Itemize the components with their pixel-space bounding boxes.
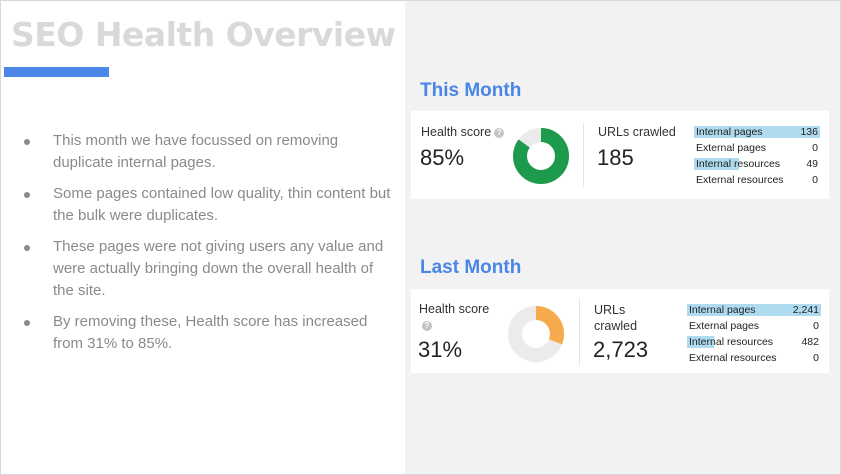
- breakdown-row: External resources 0: [694, 172, 820, 188]
- breakdown-row: Internal pages 136: [694, 124, 820, 140]
- breakdown-bar: [687, 304, 821, 316]
- crawl-breakdown: Internal pages 2,241 External pages 0 Intern…: [687, 302, 821, 366]
- breakdown-name: External pages: [696, 142, 767, 154]
- slide-title: SEO Health Overview: [11, 15, 396, 54]
- breakdown-name: Internal resources: [696, 158, 781, 170]
- bullet-item: Some pages contained low quality, thin c…: [22, 183, 392, 227]
- bullet-item: These pages were not giving users any va…: [22, 236, 392, 302]
- left-panel: [1, 1, 405, 474]
- breakdown-row: External resources 0: [687, 350, 821, 366]
- bullet-text: Some pages contained low quality, thin c…: [53, 185, 391, 224]
- breakdown-name: Internal pages: [689, 304, 756, 316]
- urls-crawled-label-line1: URLs: [594, 303, 626, 317]
- help-icon[interactable]: ?: [494, 128, 505, 138]
- breakdown-value: 0: [812, 142, 818, 154]
- breakdown-name: External pages: [689, 320, 760, 332]
- breakdown-value: 49: [806, 158, 818, 170]
- bullet-item: This month we have focussed on removing …: [22, 130, 392, 174]
- crawl-breakdown: Internal pages 136 External pages 0 Internal…: [694, 124, 820, 188]
- health-donut-this-month: [513, 128, 569, 184]
- breakdown-value: 2,241: [792, 304, 819, 316]
- health-score-value: 85%: [420, 145, 465, 170]
- bullet-dot: [24, 320, 30, 326]
- breakdown-row: Internal pages 2,241: [687, 302, 821, 318]
- breakdown-row: External pages 0: [687, 318, 821, 334]
- health-score-label-text: Health score: [419, 302, 490, 316]
- last-month-card: Health score ? 31% URLs crawled 2,723 In…: [411, 289, 829, 373]
- donut-arc: [508, 306, 564, 362]
- help-icon[interactable]: ?: [422, 321, 432, 331]
- last-month-heading: Last Month: [420, 257, 522, 278]
- urls-crawled-label: URLs crawled: [594, 302, 637, 334]
- breakdown-bar: [694, 158, 740, 170]
- bullet-dot: [24, 192, 30, 198]
- breakdown-row: External pages 0: [694, 140, 820, 156]
- right-panel: [405, 1, 840, 474]
- breakdown-value: 136: [800, 126, 818, 138]
- health-score-label: Health score?: [421, 125, 505, 139]
- breakdown-value: 0: [812, 174, 818, 186]
- bullet-dot: [24, 139, 30, 145]
- breakdown-name: External resources: [689, 352, 777, 364]
- donut-arc: [513, 128, 569, 184]
- this-month-heading: This Month: [420, 80, 522, 101]
- card-divider: [579, 299, 580, 365]
- bullet-list: This month we have focussed on removing …: [22, 130, 392, 364]
- breakdown-row: Internal resources 49: [694, 156, 820, 172]
- this-month-card: Health score? 85% URLs crawled 185 Inter…: [411, 111, 829, 199]
- breakdown-value: 0: [813, 352, 819, 364]
- breakdown-name: Internal resources: [689, 336, 774, 348]
- title-underline: [4, 67, 109, 77]
- bullet-text: These pages were not giving users any va…: [53, 238, 384, 299]
- urls-crawled-value: 2,723: [593, 337, 649, 362]
- urls-crawled-label: URLs crawled: [598, 125, 676, 139]
- breakdown-row: Internal resources 482: [687, 334, 821, 350]
- breakdown-bar: [694, 126, 820, 138]
- health-donut-last-month: [508, 306, 564, 362]
- bullet-dot: [24, 245, 30, 251]
- urls-crawled-value: 185: [597, 145, 634, 170]
- health-score-help[interactable]: ?: [419, 318, 432, 332]
- bullet-text: By removing these, Health score has incr…: [53, 313, 368, 352]
- bullet-text: This month we have focussed on removing …: [53, 132, 339, 171]
- card-divider: [583, 123, 584, 187]
- health-score-label-text: Health score: [421, 125, 492, 139]
- breakdown-value: 0: [813, 320, 819, 332]
- bullet-item: By removing these, Health score has incr…: [22, 311, 392, 355]
- health-score-value: 31%: [418, 337, 463, 362]
- breakdown-value: 482: [801, 336, 819, 348]
- breakdown-bar: [687, 336, 714, 348]
- breakdown-name: Internal pages: [696, 126, 763, 138]
- urls-crawled-label-line2: crawled: [594, 319, 638, 333]
- breakdown-name: External resources: [696, 174, 784, 186]
